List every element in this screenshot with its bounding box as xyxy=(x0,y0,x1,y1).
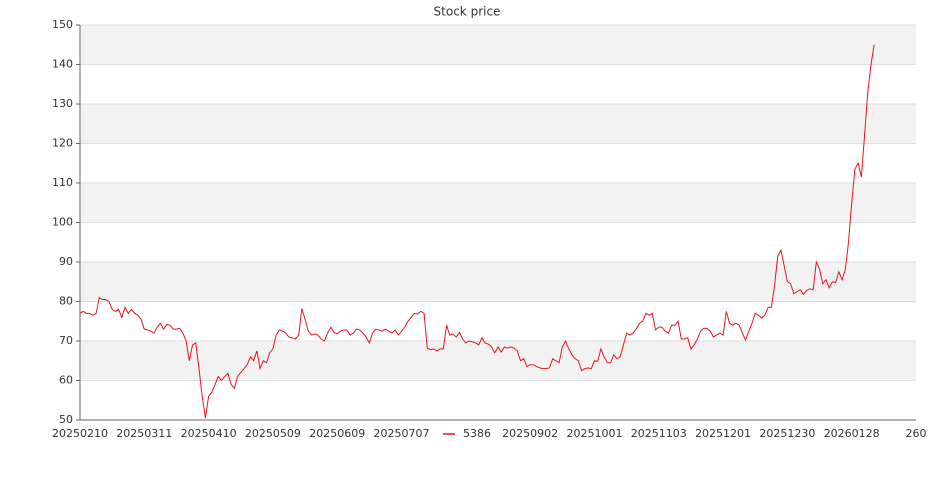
x-tick-label: 20251230 xyxy=(759,427,815,440)
x-tick-label: 20251001 xyxy=(566,427,622,440)
y-tick-label: 80 xyxy=(59,295,73,308)
x-tick-label: 20250902 xyxy=(502,427,558,440)
x-tick-label: 20251201 xyxy=(695,427,751,440)
y-tick-label: 140 xyxy=(52,58,73,71)
y-tick-label: 120 xyxy=(52,137,73,150)
grid-band xyxy=(80,104,916,144)
grid-band xyxy=(80,262,916,302)
y-tick-label: 60 xyxy=(59,374,73,387)
y-tick-label: 100 xyxy=(52,216,73,229)
y-tick-label: 70 xyxy=(59,334,73,347)
grid-band xyxy=(80,25,916,65)
x-tick-label: 20250609 xyxy=(309,427,365,440)
price-line xyxy=(79,44,875,419)
x-tick-label: 20260128 xyxy=(824,427,880,440)
y-tick-label: 130 xyxy=(52,97,73,110)
y-tick-label: 110 xyxy=(52,176,73,189)
y-tick-label: 90 xyxy=(59,255,73,268)
x-tick-label: 20250210 xyxy=(52,427,108,440)
chart-title: Stock price xyxy=(434,5,501,19)
x-tick-label: 260 xyxy=(906,427,927,440)
x-tick-label: 20251103 xyxy=(631,427,687,440)
y-tick-label: 50 xyxy=(59,413,73,426)
x-tick-label: 20250509 xyxy=(245,427,301,440)
y-tick-label: 150 xyxy=(52,18,73,31)
legend-label: 5386 xyxy=(463,427,491,440)
x-tick-label: 20250707 xyxy=(374,427,430,440)
grid-band xyxy=(80,183,916,223)
x-tick-label: 20250311 xyxy=(116,427,172,440)
x-tick-label: 20250410 xyxy=(181,427,237,440)
